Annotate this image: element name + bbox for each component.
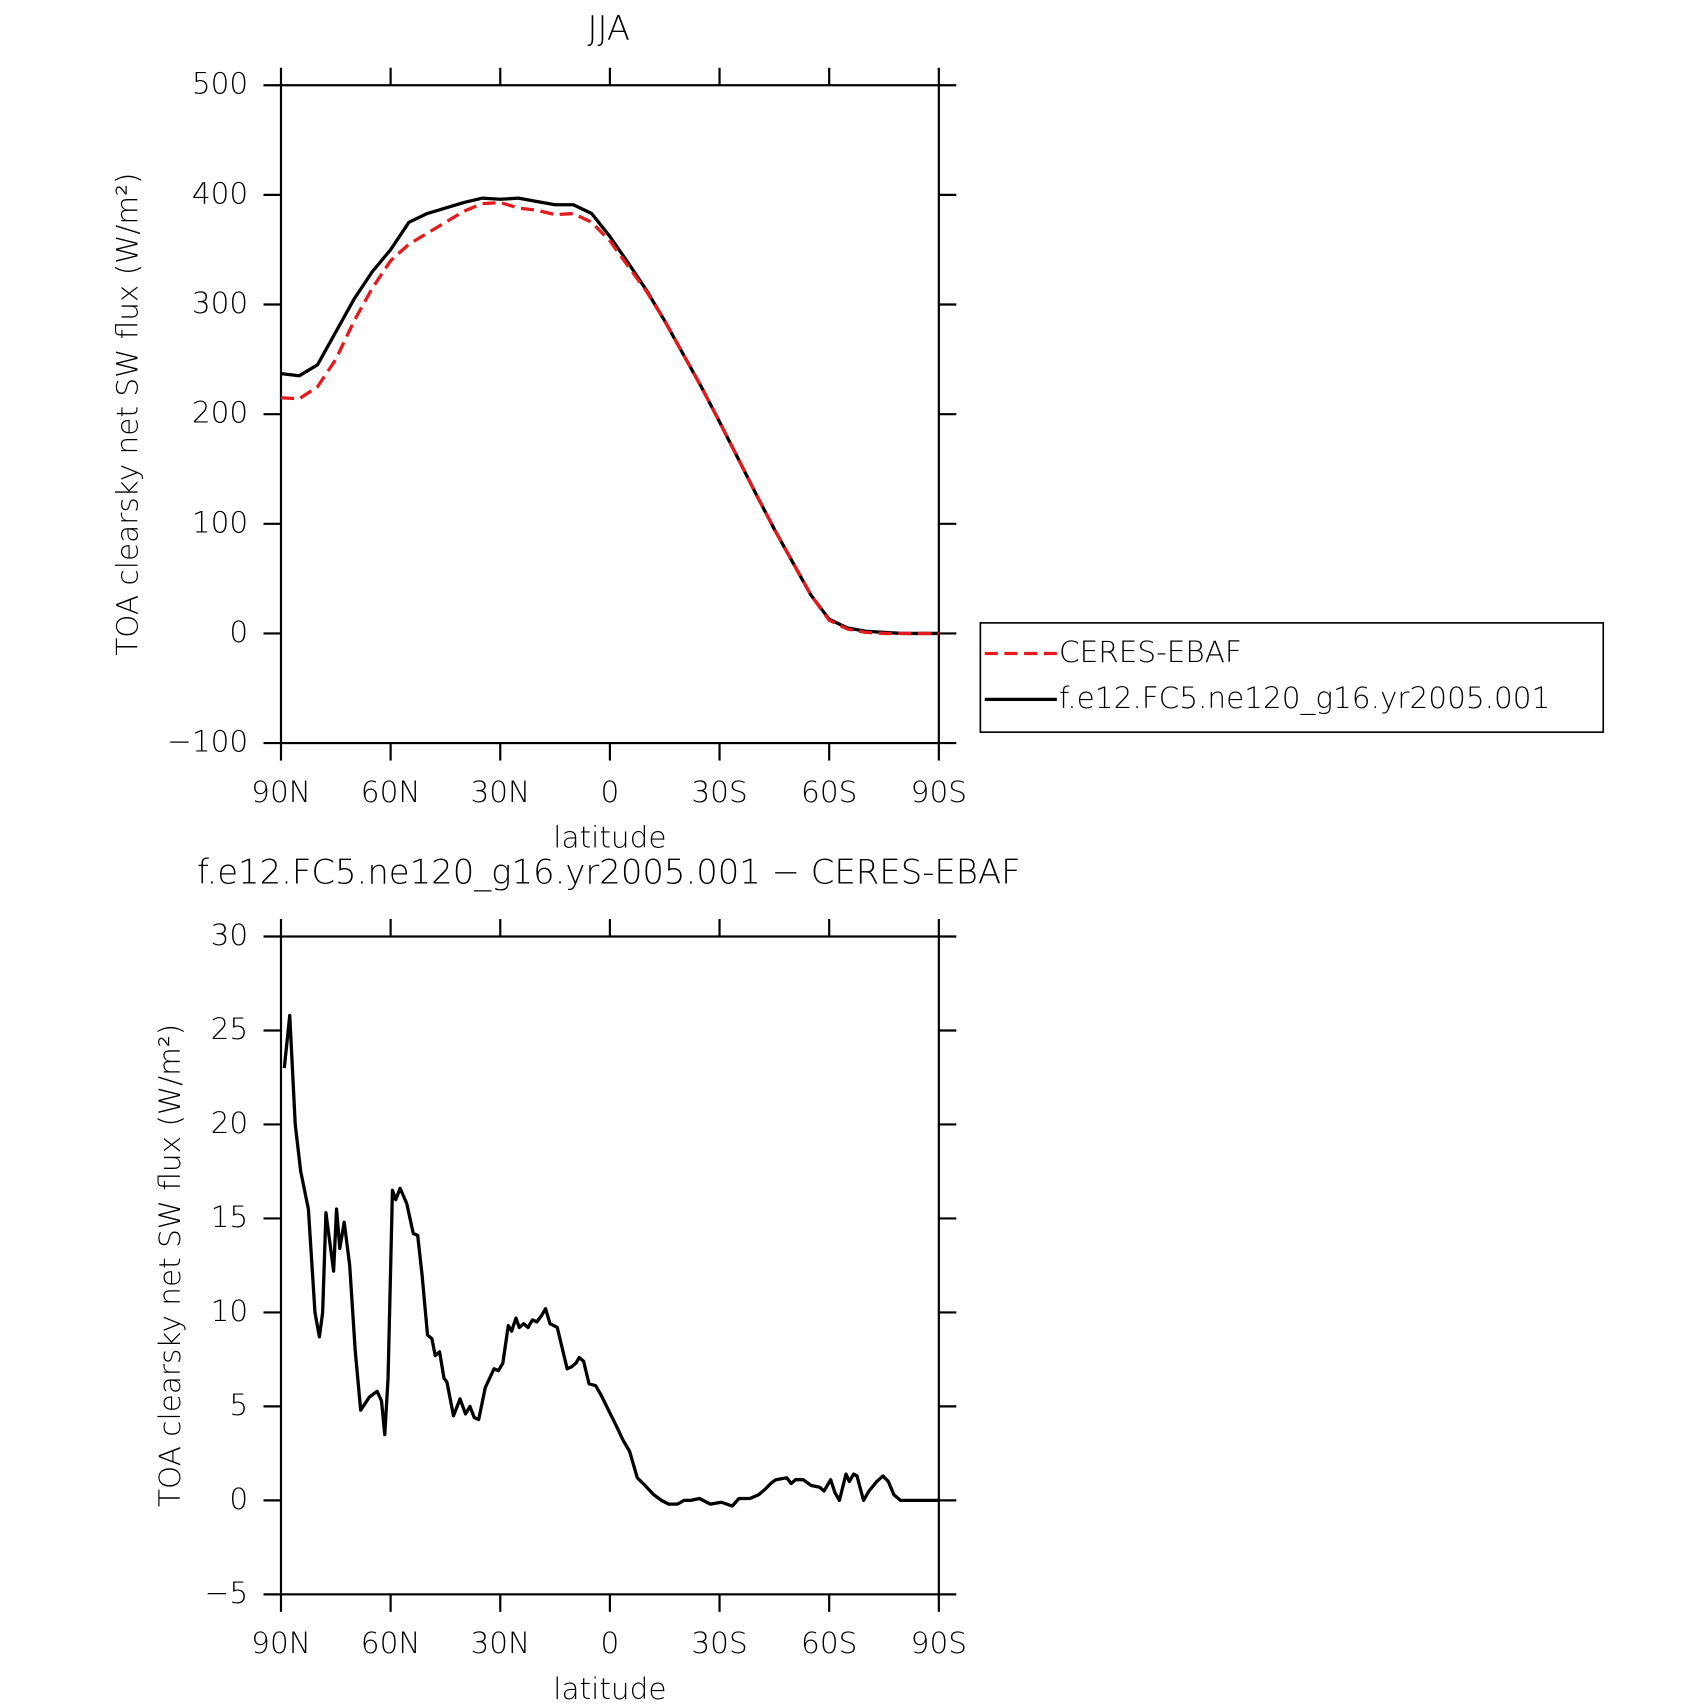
y-tick-label: 300 bbox=[192, 286, 248, 320]
y-tick-label: 500 bbox=[192, 67, 248, 101]
plot-frame bbox=[279, 84, 940, 745]
x-tick-label: 60N bbox=[361, 775, 421, 809]
x-tick-label: 90N bbox=[251, 1626, 311, 1660]
x-tick-label: 30S bbox=[691, 775, 747, 809]
y-tick-label: 400 bbox=[192, 176, 248, 210]
y-tick-label: 15 bbox=[211, 1200, 249, 1234]
x-tick-label: 60S bbox=[801, 775, 857, 809]
y-tick-label: −5 bbox=[205, 1576, 249, 1610]
y-tick-label: −100 bbox=[167, 725, 248, 759]
y-tick-label: 10 bbox=[211, 1294, 249, 1328]
x-tick-label: 30N bbox=[470, 775, 530, 809]
y-axis-label: TOA clearsky net SW flux (W/m²) bbox=[153, 1024, 187, 1507]
y-tick-label: 5 bbox=[229, 1388, 248, 1422]
y-tick-label: 0 bbox=[229, 1482, 248, 1516]
data-line bbox=[282, 1013, 939, 1508]
y-tick-label: 30 bbox=[211, 918, 249, 952]
y-axis-label: TOA clearsky net SW flux (W/m²) bbox=[111, 173, 145, 656]
x-axis-label: latitude bbox=[553, 1672, 666, 1706]
y-tick-label: 100 bbox=[192, 505, 248, 539]
chart-title: JJA bbox=[588, 9, 631, 48]
x-tick-label: 90S bbox=[911, 1626, 967, 1660]
legend-box bbox=[979, 622, 1605, 733]
x-tick-label: 0 bbox=[601, 775, 620, 809]
x-tick-label: 60N bbox=[361, 1626, 421, 1660]
data-line bbox=[280, 196, 939, 636]
x-tick-label: 30N bbox=[470, 1626, 530, 1660]
x-tick-label: 90N bbox=[251, 775, 311, 809]
legend-label: CERES-EBAF bbox=[1059, 635, 1242, 669]
y-tick-label: 0 bbox=[229, 615, 248, 649]
chart-title: f.e12.FC5.ne120_g16.yr2005.001 − CERES-E… bbox=[197, 853, 1021, 893]
x-tick-label: 90S bbox=[911, 775, 967, 809]
x-axis-label: latitude bbox=[553, 821, 666, 855]
x-tick-label: 30S bbox=[691, 1626, 747, 1660]
x-tick-label: 60S bbox=[801, 1626, 857, 1660]
legend-label: f.e12.FC5.ne120_g16.yr2005.001 bbox=[1059, 681, 1550, 716]
y-tick-label: 20 bbox=[211, 1106, 249, 1140]
data-line bbox=[280, 200, 939, 636]
x-tick-label: 0 bbox=[601, 1626, 620, 1660]
y-tick-label: 25 bbox=[211, 1012, 249, 1046]
y-tick-label: 200 bbox=[192, 396, 248, 430]
